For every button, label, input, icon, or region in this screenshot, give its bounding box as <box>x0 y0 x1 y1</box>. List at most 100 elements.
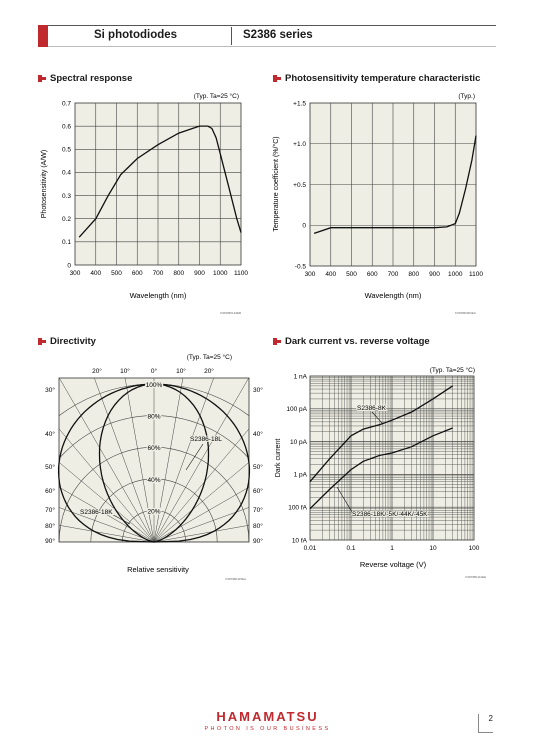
header-product-category: Si photodiodes <box>94 29 178 41</box>
x-tick-label: 1100 <box>234 270 248 277</box>
x-tick-label: 700 <box>388 271 399 278</box>
series-label-18k: S2386-18K/-5K/-44K/-45K <box>352 511 428 518</box>
header-separator <box>231 27 232 45</box>
angle-spoke <box>153 461 249 542</box>
angle-label-left: 70° <box>45 506 55 514</box>
chart-condition: (Typ. Ta=25 °C) <box>430 366 475 374</box>
y-tick-label: -0.5 <box>295 263 307 270</box>
x-tick-label: 10 <box>429 545 437 552</box>
x-tick-label: 900 <box>194 270 205 277</box>
x-tick-label: 1100 <box>469 271 483 278</box>
y-ticks: 1 nA 100 pA 10 pA 1 pA 100 fA 10 fA <box>286 373 307 544</box>
grid <box>75 103 241 265</box>
x-tick-label: 300 <box>305 271 316 278</box>
y-tick-label: 0.2 <box>62 216 71 223</box>
x-tick-label: 400 <box>325 271 336 278</box>
angle-label-right: 70° <box>253 506 263 514</box>
angle-spoke <box>59 461 155 542</box>
x-ticks: 300 400 500 600 700 800 900 1000 1100 <box>305 271 484 278</box>
angle-label-left: 60° <box>45 487 55 495</box>
angle-spoke <box>59 524 155 542</box>
angle-label-right: 90° <box>253 537 263 545</box>
grid <box>310 103 476 266</box>
section-title-text: Photosensitivity temperature characteris… <box>285 73 481 84</box>
angle-spoke <box>59 507 155 542</box>
y-tick-label: 0 <box>67 262 71 269</box>
angle-label-left: 50° <box>45 463 55 471</box>
x-axis-label: Reverse voltage (V) <box>360 560 427 569</box>
angle-label-left: 30° <box>45 386 55 394</box>
angle-label-top: 10° <box>120 367 130 375</box>
y-ticks: +1.5 +1.0 +0.5 0 -0.5 <box>293 100 306 270</box>
x-tick-label: 100 <box>469 545 480 552</box>
section-marker-icon <box>38 75 46 82</box>
x-tick-label: 800 <box>408 271 419 278</box>
angle-spoke <box>59 378 155 542</box>
angle-spoke <box>153 378 184 542</box>
radial-label: 20% <box>147 508 160 515</box>
x-tick-label: 900 <box>429 271 440 278</box>
angle-spoke <box>124 378 155 542</box>
x-axis-label: Wavelength (nm) <box>130 291 187 300</box>
x-tick-label: 1 <box>390 545 394 552</box>
series-curve-18k <box>98 383 210 543</box>
header-series-name: S2386 series <box>243 29 313 41</box>
series-line-18k <box>309 427 453 510</box>
section-marker-icon <box>38 338 46 345</box>
section-title-text: Dark current vs. reverse voltage <box>285 336 430 347</box>
chart-temp: 300 400 500 600 700 800 900 1000 1100 +1.5 +1.0 +0… <box>272 93 483 315</box>
x-tick-label: 0.01 <box>304 545 317 552</box>
angle-spoke <box>153 378 249 542</box>
angle-spoke <box>153 524 249 542</box>
angle-spoke <box>153 378 214 542</box>
x-axis-label: Relative sensitivity <box>127 565 189 574</box>
x-tick-label: 300 <box>70 270 81 277</box>
y-axis-label: Dark current <box>275 439 282 478</box>
x-tick-label: 600 <box>367 271 378 278</box>
angle-label-top: 20° <box>204 367 214 375</box>
chart-condition: (Typ. Ta=25 °C) <box>194 92 239 100</box>
y-tick-label: 100 pA <box>286 406 307 413</box>
section-title-dark: Dark current vs. reverse voltage <box>273 336 430 347</box>
y-tick-label: 0.7 <box>62 100 71 107</box>
y-tick-label: +1.5 <box>293 100 306 107</box>
y-tick-label: +0.5 <box>293 182 306 189</box>
angle-label-right: 80° <box>253 522 263 530</box>
section-title-directivity: Directivity <box>38 336 96 347</box>
angle-label-top: 0° <box>151 367 158 375</box>
x-tick-label: 700 <box>153 270 164 277</box>
angle-label-right: 40° <box>253 430 263 438</box>
angle-label-left: 90° <box>45 537 55 545</box>
y-tick-label: +1.0 <box>293 141 306 148</box>
section-title-spectral: Spectral response <box>38 73 132 84</box>
section-marker-icon <box>273 75 281 82</box>
y-tick-label: 0.4 <box>62 170 71 177</box>
y-tick-label: 0.3 <box>62 193 71 200</box>
angle-spoke <box>59 428 155 542</box>
chart-condition: (Typ.) <box>458 93 475 100</box>
y-tick-label: 0.6 <box>62 123 71 130</box>
series-line <box>78 125 242 238</box>
angle-label-right: 50° <box>253 463 263 471</box>
y-tick-label: 1 pA <box>294 472 308 479</box>
section-title-temp: Photosensitivity temperature characteris… <box>273 73 480 84</box>
y-axis-label: Temperature coefficient (%/°C) <box>272 136 280 231</box>
series-line-8k <box>309 385 453 483</box>
section-title-text: Directivity <box>50 336 96 347</box>
y-tick-label: 10 fA <box>292 537 308 544</box>
angle-label-left: 40° <box>45 430 55 438</box>
angle-spoke <box>153 428 249 542</box>
angle-spoke <box>153 486 249 542</box>
chart-directivity: 100% 80% 60% 40% 20% 20° 10° 0° 10° 20° 30° 30° 40° 4… <box>45 353 263 581</box>
angle-labels: 100% 80% 60% 40% 20% 20° 10° 0° 10° 20° 30° 30° 40° 4… <box>45 367 263 545</box>
x-tick-label: 800 <box>173 270 184 277</box>
chart-condition: (Typ. Ta=25 °C) <box>187 353 232 361</box>
header-bottom-rule <box>48 46 496 47</box>
y-axis-label: Photosensitivity (A/W) <box>41 150 48 218</box>
y-tick-label: 1 nA <box>294 373 308 380</box>
x-tick-label: 400 <box>90 270 101 277</box>
x-axis-label: Wavelength (nm) <box>365 291 422 300</box>
y-tick-label: 0.1 <box>62 239 71 246</box>
curve-label-18k: S2386-18K <box>80 509 113 516</box>
